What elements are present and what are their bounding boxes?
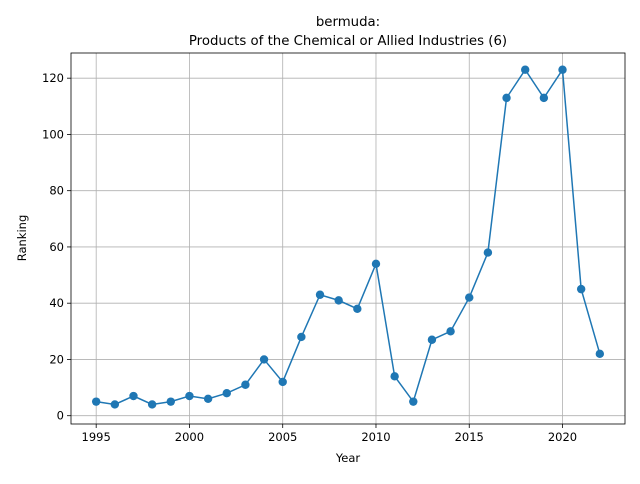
data-point (521, 65, 530, 74)
series-line-group (96, 67, 601, 406)
data-point (446, 327, 455, 336)
y-tick-label: 0 (57, 409, 64, 423)
data-point (315, 290, 325, 299)
y-tick-label: 100 (42, 127, 64, 141)
x-tick-label: 2000 (175, 430, 204, 444)
data-point (203, 394, 213, 404)
x-tick-label: 1995 (82, 430, 111, 444)
data-point (558, 65, 567, 74)
y-tick-label: 60 (49, 240, 64, 254)
data-point (371, 259, 381, 269)
x-tick-label: 2020 (548, 430, 577, 444)
data-point (595, 349, 605, 359)
data-point (110, 400, 120, 409)
data-point (147, 400, 157, 409)
data-point (576, 284, 586, 294)
grid (71, 53, 625, 424)
data-point (185, 391, 194, 401)
chart-title-line2: Products of the Chemical or Allied Indus… (189, 34, 507, 49)
y-axis-label: Ranking (15, 215, 29, 262)
data-point (334, 296, 343, 305)
data-point (278, 377, 287, 387)
data-point (259, 355, 269, 364)
data-point (297, 332, 306, 342)
chart-title-line1: bermuda: (316, 15, 380, 30)
x-axis-label: Year (335, 451, 361, 465)
plot-frame (70, 52, 626, 425)
data-point (409, 397, 418, 406)
x-tick-label: 2010 (361, 430, 390, 444)
data-point (427, 335, 437, 344)
data-point (166, 397, 175, 406)
data-point (353, 304, 362, 314)
x-tick-label: 2005 (268, 430, 297, 444)
y-tick-label: 40 (49, 296, 64, 310)
series-line (96, 67, 601, 406)
y-tick-label: 120 (42, 71, 64, 85)
axis-ticks: 1995 2000 2005 2010 2015 2020 0 20 40 60 80 100 120 (42, 71, 577, 444)
data-point (222, 389, 231, 398)
data-point (502, 93, 511, 103)
data-point (465, 293, 474, 302)
y-tick-label: 20 (49, 352, 64, 366)
data-point-group (91, 65, 605, 409)
data-point (483, 248, 493, 257)
data-point (539, 93, 549, 103)
data-point (91, 397, 101, 406)
y-tick-label: 80 (49, 184, 64, 198)
x-tick-label: 2015 (455, 430, 484, 444)
data-point (241, 380, 250, 389)
data-point (390, 372, 399, 381)
data-point (129, 391, 138, 401)
